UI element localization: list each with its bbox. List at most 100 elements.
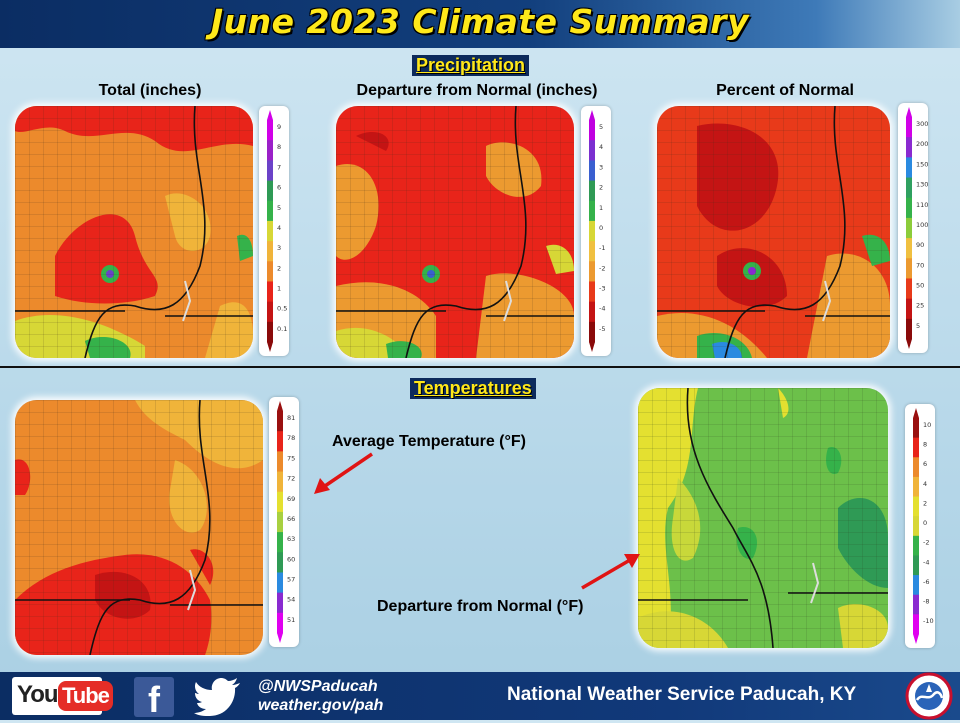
- precip_departure-colorbar-segment: [589, 281, 595, 303]
- office-name: National Weather Service Paducah, KY: [507, 684, 857, 705]
- precip_departure-colorbar-label: -3: [599, 285, 605, 293]
- precip-total-title: Total (inches): [98, 82, 202, 99]
- temp_departure-colorbar-segment: [913, 476, 919, 498]
- temp_average-colorbar-top-arrow: [277, 401, 283, 411]
- precip_total-colorbar-bottom-arrow: [267, 342, 273, 352]
- temp_departure-colorbar-segment: [913, 418, 919, 439]
- precip_percent-colorbar-label: 25: [916, 302, 924, 310]
- temp_departure-colorbar-label: -4: [923, 558, 929, 566]
- departure-arrow-icon: [581, 554, 640, 590]
- precip_departure-colorbar-segment: [589, 160, 595, 182]
- precip_percent-colorbar-segment: [906, 278, 912, 300]
- precip-total-colorbar: 9 8 7 6 5 4 3 2 1 0.5 0.1: [259, 106, 289, 356]
- temp_departure-colorbar-label: 6: [923, 460, 927, 468]
- precip_total-colorbar-segment: [267, 261, 273, 282]
- temp_departure-colorbar-label: 2: [923, 499, 927, 507]
- temp_average-colorbar-segment: [277, 511, 283, 533]
- precip_total-colorbar-segment: [267, 140, 273, 161]
- temp_departure-colorbar-segment: [913, 437, 919, 458]
- temp_departure-colorbar-label: -10: [923, 617, 934, 625]
- temp_departure-colorbar-label: 0: [923, 519, 927, 527]
- precip_departure-colorbar-label: 5: [599, 123, 603, 131]
- temp_average-colorbar-label: 66: [287, 515, 295, 523]
- departure-annotation: Departure from Normal (°F): [377, 598, 584, 615]
- temp-average-map: [15, 400, 263, 655]
- temp_average-colorbar-label: 72: [287, 475, 295, 483]
- website-link[interactable]: weather.gov/pah: [258, 697, 384, 714]
- temp_departure-colorbar-segment: [913, 594, 919, 615]
- precip_total-colorbar-segment: [267, 120, 273, 141]
- precip_percent-colorbar-label: 100: [916, 221, 928, 229]
- temp_average-colorbar-bottom-arrow: [277, 633, 283, 643]
- precip_total-colorbar-label: 9: [277, 123, 281, 131]
- temp_average-colorbar-segment: [277, 411, 283, 432]
- precip_total-colorbar-label: 1: [277, 285, 281, 293]
- precip-total-colorbar-strip: [267, 110, 273, 352]
- youtube-logo[interactable]: You Tube: [12, 677, 113, 715]
- precip_percent-colorbar-label: 50: [916, 282, 924, 290]
- precip_total-colorbar-segment: [267, 241, 273, 262]
- temp-departure-colorbar: 10 8 6 4 2 0 -2 -4 -6 -8 -10: [905, 404, 935, 648]
- temp_average-colorbar-segment: [277, 612, 283, 634]
- precip_total-colorbar-label: 7: [277, 163, 281, 171]
- precip-departure-map: [336, 106, 574, 358]
- precip_percent-colorbar-label: 110: [916, 201, 928, 209]
- precip-total-map: [15, 106, 253, 358]
- precip_percent-colorbar-label: 200: [916, 140, 928, 148]
- facebook-logo[interactable]: f: [134, 677, 174, 720]
- precip_percent-colorbar-segment: [906, 137, 912, 158]
- temp_departure-colorbar-segment: [913, 575, 919, 596]
- temp_departure-colorbar-label: 4: [923, 480, 927, 488]
- precip_departure-colorbar-label: 1: [599, 204, 603, 212]
- temp-average-colorbar: 81 78 75 72 69 66 63 60 57 54 51: [269, 397, 299, 647]
- page-title: June 2023 Climate Summary: [210, 2, 750, 41]
- precip_departure-colorbar-top-arrow: [589, 110, 595, 120]
- precip_percent-colorbar-segment: [906, 217, 912, 239]
- precip_total-colorbar-segment: [267, 160, 273, 182]
- temp_average-colorbar-label: 75: [287, 454, 295, 462]
- twitter-handle[interactable]: @NWSPaducah: [258, 678, 378, 695]
- precip_total-colorbar-label: 0.1: [277, 325, 287, 333]
- precip-percent-map: [657, 106, 890, 358]
- temp_average-colorbar-label: 78: [287, 434, 295, 442]
- temp_average-colorbar-label: 51: [287, 616, 295, 624]
- precip_departure-colorbar-segment: [589, 220, 595, 242]
- precip_departure-colorbar-segment: [589, 120, 595, 141]
- temp_average-colorbar-segment: [277, 532, 283, 553]
- temp_average-colorbar-segment: [277, 592, 283, 614]
- precipitation-heading: Precipitation: [412, 55, 530, 76]
- temp_departure-colorbar-label: 8: [923, 441, 927, 449]
- temp_average-colorbar-segment: [277, 572, 283, 594]
- precip_departure-colorbar-label: 4: [599, 143, 603, 151]
- precip_departure-colorbar-label: -1: [599, 244, 605, 252]
- precip_percent-colorbar-segment: [906, 177, 912, 199]
- precip_percent-colorbar-segment: [906, 238, 912, 259]
- temp_departure-colorbar-bottom-arrow: [913, 634, 919, 644]
- temp_departure-colorbar-segment: [913, 457, 919, 478]
- temp_average-colorbar-segment: [277, 431, 283, 452]
- precip_total-colorbar-label: 4: [277, 224, 281, 232]
- temp_departure-colorbar-label: -6: [923, 578, 929, 586]
- precip_total-colorbar-top-arrow: [267, 110, 273, 120]
- precip_percent-colorbar-bottom-arrow: [906, 339, 912, 349]
- precip_percent-colorbar-segment: [906, 318, 912, 340]
- precip_departure-colorbar-bottom-arrow: [589, 342, 595, 352]
- youtube-you-text: You: [17, 681, 59, 708]
- precip_departure-colorbar-label: 2: [599, 184, 603, 192]
- twitter-bird-icon[interactable]: [194, 678, 242, 716]
- precip_departure-colorbar-label: -5: [599, 325, 605, 333]
- avg-temp-arrow-icon: [314, 452, 373, 494]
- precip_total-colorbar-segment: [267, 180, 273, 202]
- precip_departure-colorbar-label: -2: [599, 264, 605, 272]
- precip_total-colorbar-label: 2: [277, 264, 281, 272]
- precip-departure-colorbar: 5 4 3 2 1 0 -1 -2 -3 -4 -5: [581, 106, 611, 356]
- precip_percent-colorbar-segment: [906, 298, 912, 320]
- precip_percent-colorbar-segment: [906, 258, 912, 279]
- precip_total-colorbar-segment: [267, 281, 273, 303]
- precip_departure-colorbar-segment: [589, 200, 595, 222]
- avg-temp-annotation: Average Temperature (°F): [332, 433, 527, 450]
- precip_total-colorbar-label: 0.5: [277, 305, 287, 313]
- precip-percent-colorbar: 300 200 150 130 110 100 90 70 50 25 5: [898, 103, 928, 353]
- temp_average-colorbar-segment: [277, 451, 283, 473]
- temp_average-colorbar-segment: [277, 552, 283, 573]
